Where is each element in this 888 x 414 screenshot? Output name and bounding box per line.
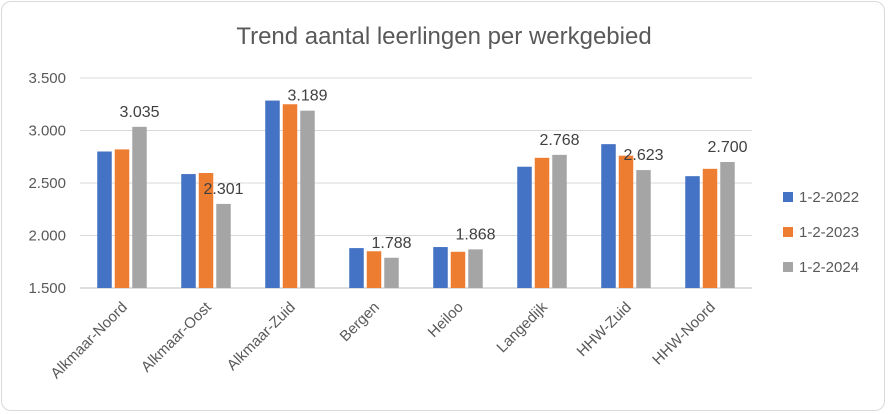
bar bbox=[552, 154, 567, 288]
bar bbox=[132, 126, 147, 288]
category-label: Alkmaar-Zuid bbox=[224, 299, 299, 374]
legend-label: 1-2-2022 bbox=[799, 189, 859, 206]
data-label: 1.788 bbox=[371, 235, 411, 252]
bar bbox=[97, 151, 112, 288]
data-label: 2.768 bbox=[539, 132, 579, 149]
legend-swatch bbox=[783, 192, 793, 202]
legend: 1-2-2022 1-2-2023 1-2-2024 bbox=[783, 189, 859, 276]
data-labels: 3.035 2.301 3.189 1.788 1.868 2.768 2.623 2.700 bbox=[119, 88, 747, 252]
y-axis: 1.500 2.000 2.500 3.000 3.500 bbox=[28, 70, 66, 297]
chart-title: Trend aantal leerlingen per werkgebied bbox=[236, 23, 651, 50]
bar bbox=[198, 173, 214, 288]
bar bbox=[618, 155, 634, 288]
legend-label: 1-2-2024 bbox=[799, 259, 859, 276]
data-label: 3.189 bbox=[287, 88, 327, 105]
bar bbox=[300, 110, 315, 288]
bar bbox=[601, 144, 616, 288]
category-label: Langedijk bbox=[493, 298, 551, 356]
bar bbox=[636, 170, 651, 288]
bar bbox=[384, 257, 399, 288]
bar bbox=[282, 104, 298, 288]
bar bbox=[114, 149, 130, 288]
category-label: Alkmaar-Noord bbox=[47, 299, 130, 382]
bar bbox=[468, 249, 483, 288]
y-tick-label: 2.000 bbox=[28, 228, 66, 245]
legend-swatch bbox=[783, 227, 793, 237]
data-label: 2.700 bbox=[707, 139, 747, 156]
data-label: 2.301 bbox=[203, 181, 243, 198]
category-label: Heiloo bbox=[425, 299, 467, 341]
x-axis: Alkmaar-Noord Alkmaar-Oost Alkmaar-Zuid Ber… bbox=[47, 298, 718, 382]
data-label: 1.868 bbox=[455, 226, 495, 243]
bar bbox=[450, 251, 466, 288]
bar bbox=[265, 100, 280, 288]
category-label: HHW-Noord bbox=[649, 299, 719, 369]
bar bbox=[517, 166, 532, 288]
grid-lines bbox=[80, 77, 752, 289]
bar bbox=[685, 176, 700, 288]
bar bbox=[181, 174, 196, 288]
legend-label: 1-2-2023 bbox=[799, 224, 859, 241]
bar bbox=[702, 168, 718, 288]
data-label: 3.035 bbox=[119, 104, 159, 121]
y-tick-label: 3.000 bbox=[28, 123, 66, 140]
bar bbox=[720, 162, 735, 288]
legend-swatch bbox=[783, 262, 793, 272]
y-tick-label: 2.500 bbox=[28, 175, 66, 192]
bar bbox=[534, 157, 550, 288]
category-label: Alkmaar-Oost bbox=[138, 298, 215, 375]
bar bbox=[366, 251, 382, 288]
y-tick-label: 1.500 bbox=[28, 280, 66, 297]
data-label: 2.623 bbox=[623, 147, 663, 164]
category-label: HHW-Zuid bbox=[573, 299, 634, 360]
bar bbox=[216, 203, 231, 288]
bars bbox=[97, 100, 735, 288]
bar bbox=[349, 248, 364, 288]
category-label: Bergen bbox=[337, 299, 383, 345]
bar bbox=[433, 247, 448, 288]
y-tick-label: 3.500 bbox=[28, 70, 66, 87]
